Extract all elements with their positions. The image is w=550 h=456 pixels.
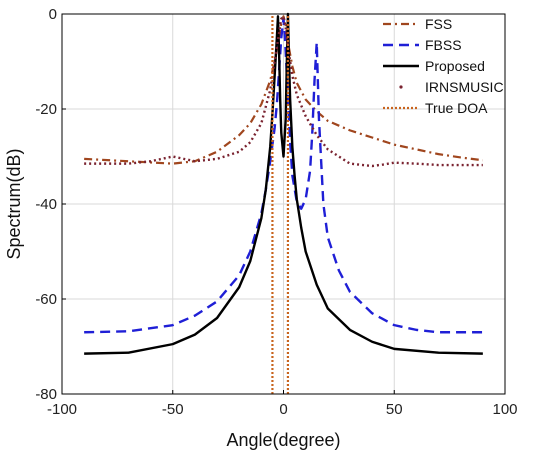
x-tick-label: 0: [279, 401, 287, 418]
y-tick-label: -20: [35, 101, 57, 118]
legend-label-true-doa: True DOA: [425, 100, 488, 116]
y-tick-label: -60: [35, 291, 57, 308]
legend-label-fbss: FBSS: [425, 37, 462, 53]
x-tick-label: -50: [162, 401, 184, 418]
y-tick-label: -40: [35, 196, 57, 213]
x-tick-label: 100: [492, 401, 517, 418]
legend-label-irnsmusic: IRNSMUSIC: [425, 79, 504, 95]
legend: FSS FBSS Proposed IRNSMUSIC True DOA: [383, 16, 504, 116]
y-tick-label: -80: [35, 386, 57, 403]
x-tick-label: 50: [386, 401, 403, 418]
series-fss-line: [84, 15, 483, 165]
series-irnsmusic-line: [84, 15, 483, 168]
tick-labels: -100 -50 0 50 100 0 -20 -40 -60 -80: [35, 6, 517, 418]
legend-swatch-irnsmusic: [399, 85, 403, 89]
y-axis-label: Spectrum(dB): [4, 148, 24, 259]
y-tick-label: 0: [49, 6, 57, 23]
series-proposed-line: [84, 12, 483, 355]
series-layer: [84, 12, 483, 394]
legend-label-fss: FSS: [425, 16, 452, 32]
series-fbss-line: [84, 17, 483, 334]
x-axis-label: Angle(degree): [226, 430, 340, 450]
x-tick-label: -100: [47, 401, 77, 418]
legend-label-proposed: Proposed: [425, 58, 485, 74]
